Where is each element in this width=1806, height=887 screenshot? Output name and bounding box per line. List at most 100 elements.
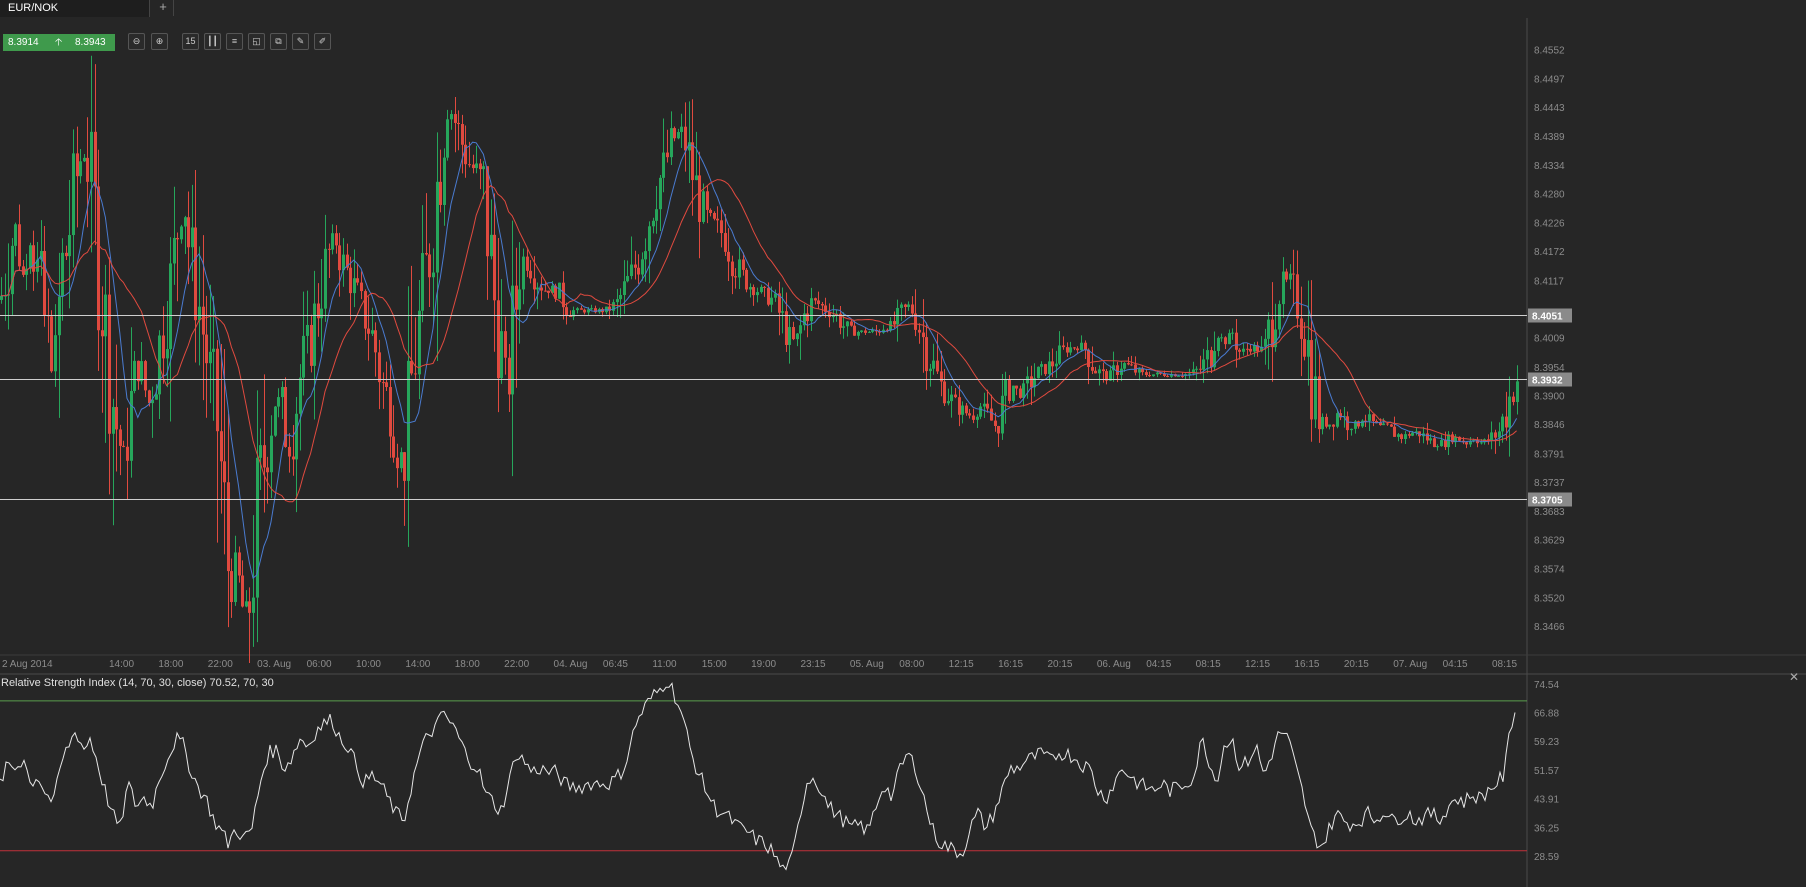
candle-body <box>1069 347 1072 353</box>
candle-body <box>97 186 100 331</box>
candle-body <box>266 467 269 473</box>
draw-tools-icon[interactable]: ◱ <box>248 33 265 50</box>
time-tick-label: 06:00 <box>307 659 332 670</box>
add-tab-button[interactable]: + <box>153 0 174 16</box>
candle-body <box>806 313 809 322</box>
candle-body <box>1436 446 1439 448</box>
candle-body <box>194 227 197 321</box>
candle-body <box>670 128 673 158</box>
pencil-icon[interactable]: ✐ <box>314 33 331 50</box>
candle-body <box>1224 337 1227 345</box>
candle-body <box>324 248 327 309</box>
candle-body <box>684 126 687 151</box>
candle-body <box>263 445 266 468</box>
price-badge-label: 8.4051 <box>1532 312 1563 323</box>
candle-body <box>583 309 586 313</box>
candle-body <box>187 217 190 248</box>
candle-body <box>878 331 881 333</box>
candle-body <box>176 237 179 240</box>
edit-icon[interactable]: ✎ <box>292 33 309 50</box>
candle-body <box>450 114 453 120</box>
candle-body <box>1159 372 1162 374</box>
candle-body <box>1105 371 1108 381</box>
candle-body <box>497 300 500 379</box>
candle-body <box>191 227 194 248</box>
candle-body <box>860 330 863 332</box>
indicators-icon[interactable]: ≡ <box>226 33 243 50</box>
candle-body <box>1303 338 1306 357</box>
candle-body <box>1458 436 1461 441</box>
tab-eur-nok[interactable]: EUR/NOK <box>0 0 150 17</box>
candle-body <box>1195 368 1198 370</box>
candle-body <box>1001 395 1004 434</box>
candle-body <box>306 324 309 336</box>
candle-body <box>1512 396 1515 403</box>
candle-body <box>842 326 845 328</box>
zoom-out-icon[interactable]: ⊖ <box>128 33 145 50</box>
candle-body <box>1192 369 1195 374</box>
candle-body <box>299 377 302 414</box>
candle-body <box>1501 416 1504 432</box>
candle-body <box>367 328 370 334</box>
candle-body <box>727 251 730 262</box>
candle-body <box>655 209 658 221</box>
candle-body <box>612 302 615 311</box>
candle-body <box>76 153 79 177</box>
candle-body <box>346 254 349 268</box>
candle-body <box>911 304 914 314</box>
candle-body <box>1433 438 1436 448</box>
close-panel-icon[interactable]: ✕ <box>1789 670 1800 684</box>
price-tick-label: 8.3520 <box>1534 593 1565 604</box>
candle-body <box>864 330 867 333</box>
time-tick-label: 03. Aug <box>257 659 291 670</box>
candle-body <box>760 286 763 293</box>
zoom-in-icon[interactable]: ⊕ <box>151 33 168 50</box>
candle-body <box>1206 350 1209 360</box>
candle-body <box>292 456 295 460</box>
candle-body <box>389 387 392 437</box>
candle-body <box>1260 346 1263 352</box>
candle-body <box>673 128 676 139</box>
chart-type-icon[interactable]: ┃┃ <box>204 33 221 50</box>
candle-body <box>1202 359 1205 370</box>
candle-body <box>40 251 43 260</box>
candle-body <box>457 122 460 125</box>
candle-body <box>295 413 298 460</box>
candle-body <box>68 235 71 257</box>
candle-body <box>590 308 593 310</box>
candle-body <box>1490 432 1493 441</box>
candle-body <box>716 218 719 221</box>
candle-body <box>1480 442 1483 444</box>
price-tick-label: 8.3629 <box>1534 535 1565 546</box>
candle-body <box>1246 348 1249 350</box>
candle-body <box>1267 319 1270 339</box>
candle-body <box>821 303 824 306</box>
candle-body <box>241 575 244 607</box>
clone-icon[interactable]: ⧉ <box>270 33 287 50</box>
rsi-tick-label: 59.23 <box>1534 737 1559 748</box>
candle-body <box>1073 347 1076 349</box>
candle-body <box>846 321 849 327</box>
candle-body <box>634 264 637 268</box>
candle-body <box>1357 421 1360 427</box>
candle-body <box>119 429 122 446</box>
candle-body <box>479 163 482 170</box>
candle-body <box>1213 350 1216 368</box>
candle-body <box>767 287 770 305</box>
candle-body <box>61 252 64 297</box>
candle-body <box>551 285 554 293</box>
candle-body <box>137 360 140 382</box>
candle-body <box>691 142 694 181</box>
quote-box[interactable]: 8.3914 🡡 8.3943 <box>3 34 115 51</box>
candle-body <box>144 361 147 391</box>
candle-body <box>1188 373 1191 375</box>
price-tick-label: 8.4497 <box>1534 74 1565 85</box>
timeframe-icon[interactable]: 15 <box>182 33 199 50</box>
candle-body <box>198 306 201 321</box>
candle-body <box>569 316 572 318</box>
candle-body <box>173 237 176 264</box>
candle-body <box>1469 441 1472 445</box>
time-tick-label: 18:00 <box>455 659 480 670</box>
candle-body <box>288 446 291 457</box>
